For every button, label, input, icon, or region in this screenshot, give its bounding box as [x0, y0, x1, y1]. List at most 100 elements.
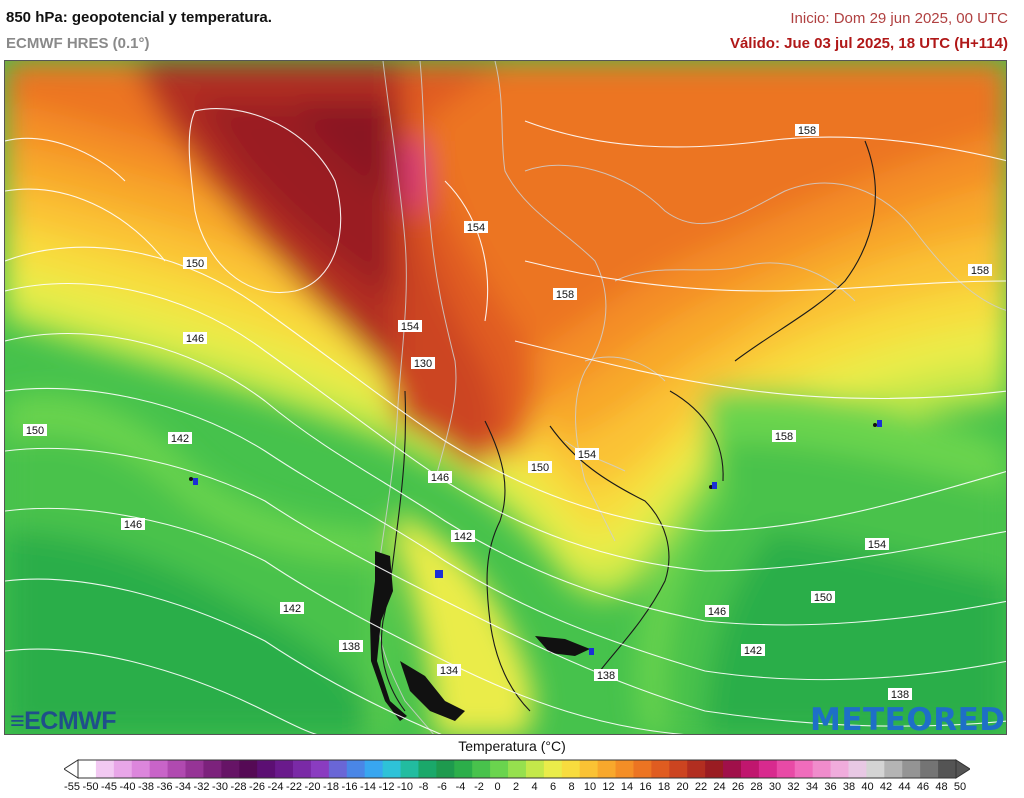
colorbar-swatch	[472, 760, 491, 778]
contour-label: 150	[183, 257, 207, 270]
colorbar-swatch	[293, 760, 312, 778]
colorbar-tick-label: 16	[639, 781, 652, 793]
svg-text:142: 142	[171, 433, 189, 445]
colorbar-min-arrow	[64, 759, 79, 779]
colorbar-tick-label: -45	[101, 781, 117, 793]
colorbar-swatch	[561, 760, 581, 778]
colorbar-swatch	[382, 760, 402, 778]
svg-text:154: 154	[467, 222, 485, 234]
colorbar-tick-label: -6	[437, 781, 447, 793]
colorbar-swatch	[418, 760, 437, 778]
colorbar-swatch	[597, 760, 617, 778]
svg-text:158: 158	[971, 265, 989, 277]
coastline	[380, 140, 876, 712]
header: 850 hPa: geopotencial y temperatura. ECM…	[0, 0, 1024, 60]
colorbar-swatch	[95, 760, 115, 778]
colorbar-swatch	[454, 760, 473, 778]
contour-label: 150	[528, 461, 552, 474]
svg-text:158: 158	[556, 289, 574, 301]
colorbar-tick-label: 26	[731, 781, 745, 793]
colorbar-swatch	[400, 760, 419, 778]
colorbar-swatch	[776, 760, 796, 778]
colorbar-tick-label: -20	[304, 781, 321, 793]
contour-label: 154	[575, 448, 599, 461]
ecmwf-wordmark: ECMWF	[24, 707, 117, 735]
contour-label: 146	[121, 518, 145, 531]
weather-map[interactable]: 150 146 142 150 146 142 138 154 154 130 …	[4, 60, 1007, 735]
temperature-field	[5, 61, 1006, 734]
colorbar-swatch	[687, 760, 706, 778]
colorbar-swatch	[830, 760, 849, 778]
colorbar-swatch	[633, 760, 652, 778]
colorbar-tick-label: 42	[879, 781, 893, 793]
lake-markers	[193, 420, 882, 655]
contour-labels: 150 146 142 150 146 142 138 154 154 130 …	[23, 124, 992, 701]
colorbar-swatch	[866, 760, 885, 778]
colorbar-swatch	[525, 760, 545, 778]
contour-label: 142	[451, 530, 475, 543]
geopotential-contours	[5, 108, 1006, 734]
colorbar-swatch	[257, 760, 276, 778]
colorbar-tick-label: 12	[602, 781, 615, 793]
colorbar-tick-label: 44	[898, 781, 911, 793]
ecmwf-logo: ≡ECMWF	[10, 707, 117, 736]
colorbar-tick-label: -50	[82, 781, 99, 793]
colorbar-tick-label: -26	[249, 781, 265, 793]
colorbar-tick-label: 50	[953, 781, 967, 793]
colorbar-tick-label: -10	[397, 781, 413, 793]
colorbar-tick-label: -24	[267, 781, 284, 793]
colorbar-swatch	[758, 760, 778, 778]
contour-label: 134	[437, 664, 461, 677]
svg-text:150: 150	[186, 258, 204, 270]
colorbar-tick-label: 34	[805, 781, 819, 793]
colorbar-tick-label: 28	[750, 781, 763, 793]
colorbar-swatch	[364, 760, 384, 778]
colorbar-swatch	[346, 760, 366, 778]
legend-title: Temperatura (°C)	[458, 738, 566, 754]
svg-text:158: 158	[798, 125, 816, 137]
svg-text:142: 142	[283, 603, 301, 615]
colorbar-swatch	[669, 760, 688, 778]
contour-label: 154	[865, 538, 889, 551]
colorbar-tick-label: 10	[583, 781, 597, 793]
colorbar-swatch	[113, 760, 133, 778]
contour-label: 158	[795, 124, 819, 137]
colorbar-tick-label: 32	[787, 781, 800, 793]
contour-label: 138	[888, 688, 912, 701]
colorbar-tick-label: 8	[568, 781, 575, 793]
colorbar-tick-label: 40	[861, 781, 874, 793]
model-label: ECMWF HRES (0.1°)	[6, 35, 150, 52]
temperature-colorbar	[64, 759, 970, 779]
colorbar-swatch	[848, 760, 867, 778]
colorbar-tick-label: -22	[286, 781, 302, 793]
svg-text:138: 138	[597, 670, 615, 682]
contour-label: 150	[811, 591, 835, 604]
colorbar-tick-label: 36	[824, 781, 837, 793]
colorbar-tick-label: 6	[549, 781, 557, 793]
contour-label: 150	[23, 424, 47, 437]
contour-label: 158	[553, 288, 577, 301]
colorbar-swatch	[221, 760, 240, 778]
svg-text:150: 150	[814, 592, 832, 604]
colorbar-swatch	[902, 760, 921, 778]
svg-text:146: 146	[186, 333, 204, 345]
colorbar-swatch	[543, 760, 563, 778]
colorbar-swatch	[508, 760, 527, 778]
colorbar-swatch	[203, 760, 222, 778]
colorbar-tick-label: 24	[713, 781, 726, 793]
colorbar-tick-label: -55	[64, 781, 80, 793]
svg-text:150: 150	[26, 425, 44, 437]
svg-text:138: 138	[891, 689, 909, 701]
contour-label: 142	[168, 432, 192, 445]
svg-text:146: 146	[431, 472, 449, 484]
colorbar-tick-label: -14	[360, 781, 376, 793]
colorbar-swatch	[723, 760, 742, 778]
contour-label: 146	[705, 605, 729, 618]
colorbar-tick-label: 2	[512, 781, 520, 793]
colorbar-swatch	[938, 760, 957, 778]
svg-text:130: 130	[414, 358, 432, 370]
svg-text:150: 150	[531, 462, 549, 474]
colorbar-swatch	[167, 760, 187, 778]
colorbar-swatch	[615, 760, 634, 778]
contour-label: 154	[398, 320, 422, 333]
